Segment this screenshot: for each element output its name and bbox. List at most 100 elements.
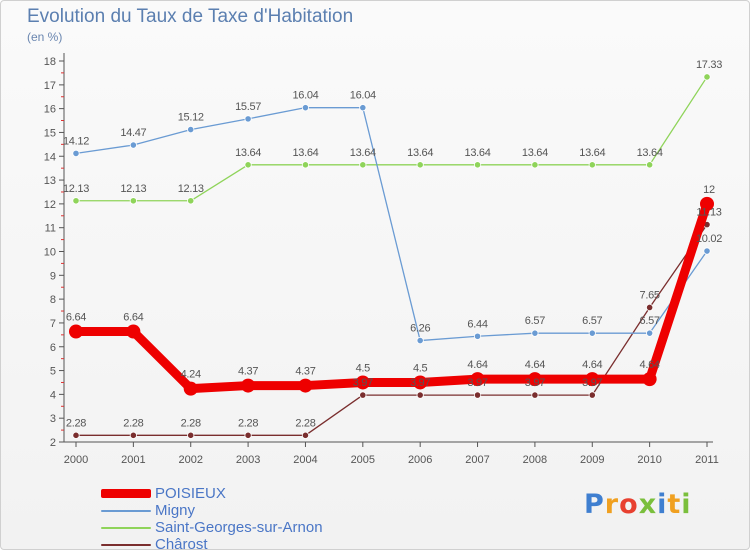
data-point [359,104,367,112]
data-label: 4.37 [238,366,258,378]
y-tick-label: 5 [50,366,56,378]
data-point [588,391,596,399]
data-point [359,161,367,169]
x-tick-label: 2000 [64,454,88,466]
y-tick-label: 7 [50,318,56,330]
legend-label: Chârost [155,536,208,550]
data-point [69,324,83,339]
data-point [416,336,424,345]
data-label: 2.28 [66,417,86,429]
legend-swatch [101,489,151,498]
data-label: 13.64 [465,147,491,159]
data-label: 11.13 [696,207,721,219]
data-point [642,372,657,387]
data-label: 3.97 [525,377,545,389]
data-label: 3.97 [467,377,487,389]
x-tick-label: 2006 [408,454,432,466]
data-point [72,197,80,205]
data-label: 14.12 [63,135,89,147]
data-point [298,378,313,393]
data-point [646,161,654,169]
data-label: 17.33 [696,59,722,71]
data-point [531,161,539,169]
logo-letter: r [604,489,620,520]
data-point [413,375,428,390]
data-label: 13.64 [350,147,376,159]
data-label: 12.13 [63,183,89,195]
data-label: 10.02 [696,233,722,245]
data-point [126,324,141,339]
data-label: 13.64 [637,147,663,159]
data-point [588,161,596,169]
data-label: 13.64 [407,147,433,159]
data-label: 6.57 [640,315,660,327]
data-point [416,391,424,399]
y-tick-label: 13 [44,175,56,187]
y-tick-label: 8 [50,294,56,306]
data-point [700,196,714,211]
data-point [187,431,195,439]
data-label: 2.28 [123,417,143,429]
data-point [129,141,137,149]
legend-swatch [101,526,151,529]
data-point [359,391,367,399]
data-label: 4.64 [525,359,545,371]
data-label: 4.37 [295,366,315,378]
x-tick-label: 2002 [178,454,202,466]
x-tick-label: 2008 [523,454,547,466]
logo-letter: P [584,489,605,520]
x-tick-label: 2004 [293,454,317,466]
data-point [301,431,310,439]
y-tick-label: 12 [44,199,56,211]
y-tick-label: 9 [50,270,56,282]
data-point [301,104,310,112]
data-label: 16.04 [350,90,376,102]
data-label: 3.97 [353,377,373,389]
x-tick-label: 2005 [351,454,375,466]
data-label: 2.28 [295,417,315,429]
y-tick-label: 4 [50,389,56,401]
data-point [129,197,137,205]
y-tick-label: 2 [50,437,56,449]
proxiti-logo: Proxiti [584,489,692,520]
data-label: 13.64 [292,147,318,159]
logo-letter: i [657,489,668,520]
data-label: 6.57 [582,315,602,327]
y-tick-label: 15 [44,127,56,139]
data-point [585,372,600,387]
data-label: 13.64 [579,147,605,159]
y-tick-label: 3 [50,413,56,425]
logo-letter: o [619,489,639,520]
x-tick-label: 2011 [695,454,719,466]
x-tick-label: 2001 [121,454,145,466]
data-point [244,161,252,169]
data-point [473,391,482,399]
data-label: 4.24 [181,369,201,381]
logo-letter: x [638,489,658,520]
chart-subtitle: (en %) [27,30,63,44]
series-line-Saint-Georges-sur-Arnon [75,76,708,202]
data-point [588,329,596,337]
data-point [473,161,482,169]
data-label: 2.28 [238,417,258,429]
data-label: 6.44 [467,318,487,330]
data-point [646,329,654,337]
data-point [301,161,310,169]
chart-title: Evolution du Taux de Taxe d'Habitation [27,6,354,27]
data-label: 14.47 [120,127,146,139]
data-point [646,303,654,312]
x-tick-label: 2003 [236,454,260,466]
data-label: 6.57 [525,315,545,327]
data-label: 12.13 [178,183,204,195]
data-point [703,247,711,255]
data-point [129,431,137,439]
series-line-Chârost [75,223,708,436]
y-tick-label: 18 [44,56,56,68]
data-point [244,431,252,439]
data-point [703,73,711,81]
data-label: 4.5 [356,362,371,374]
data-label: 3.97 [410,377,430,389]
legend-item: Chârost [101,536,323,550]
